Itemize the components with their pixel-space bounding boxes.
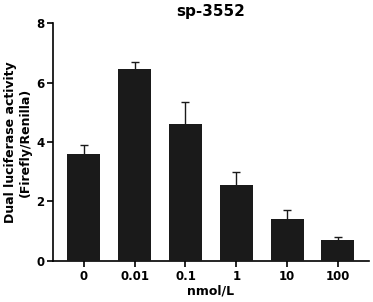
Y-axis label: Dual luciferase activity
(Firefly/Renilla): Dual luciferase activity (Firefly/Renill… (4, 61, 32, 223)
Bar (220, 185, 253, 261)
Bar (118, 69, 151, 261)
X-axis label: nmol/L: nmol/L (187, 285, 235, 298)
Title: sp-3552: sp-3552 (176, 4, 245, 19)
Bar (67, 154, 100, 261)
Bar (169, 124, 202, 261)
Bar (270, 219, 304, 261)
Bar (322, 240, 354, 261)
